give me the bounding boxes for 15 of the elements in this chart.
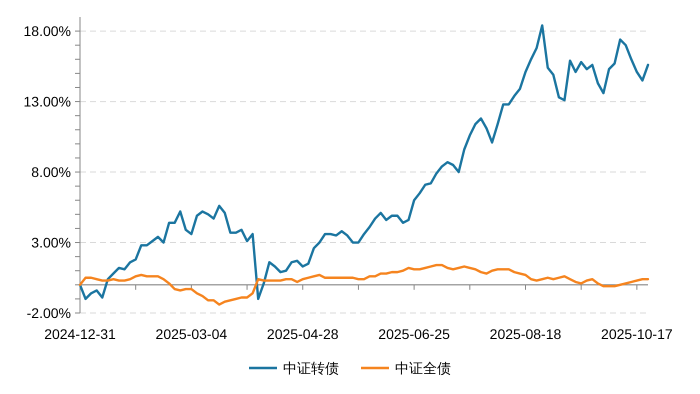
y-tick-label: 3.00% [31, 234, 71, 251]
legend-label: 中证转债 [283, 360, 339, 376]
x-tick-label: 2025-10-17 [601, 326, 673, 342]
y-tick-label: -2.00% [26, 305, 71, 321]
x-tick-label: 2025-04-28 [266, 326, 339, 342]
line-series [78, 264, 650, 306]
x-tick-label: 2024-12-31 [44, 326, 116, 342]
y-tick-label: 18.00% [24, 23, 71, 40]
y-tick-label: 13.00% [24, 94, 71, 110]
x-tick-label: 2025-08-18 [490, 326, 562, 342]
y-tick-label: 8.00% [31, 164, 71, 180]
line-series [78, 24, 650, 300]
legend-label: 中证全债 [395, 360, 451, 376]
x-tick-label: 2025-03-04 [156, 326, 228, 342]
x-tick-label: 2025-06-25 [378, 326, 450, 342]
